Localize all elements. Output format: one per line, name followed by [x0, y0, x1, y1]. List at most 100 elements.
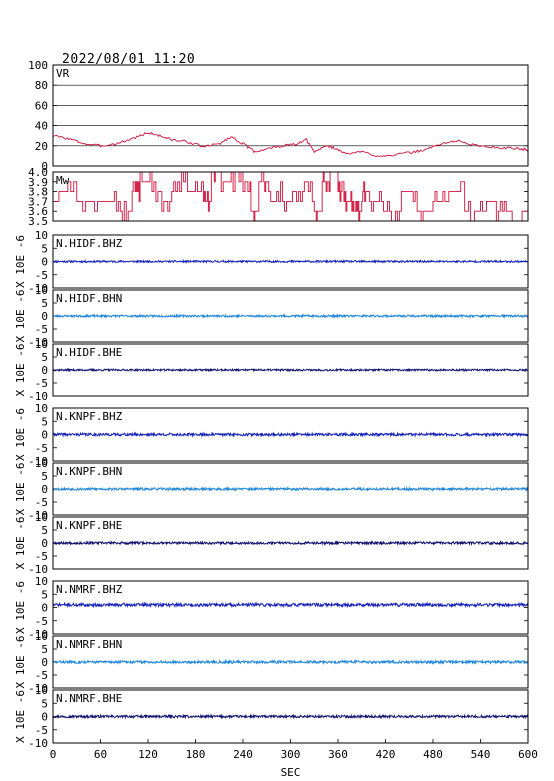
y-tick-label: -10: [28, 682, 48, 695]
panel-label: Mw: [56, 174, 70, 187]
panel-vr: 100 80 60 40 20 0 VR: [28, 59, 529, 173]
y-tick-label: 10: [35, 284, 48, 297]
y-tick-label: -10: [28, 628, 48, 641]
y-tick-label: 0: [41, 656, 48, 669]
x-axis: 0 60 120 180 240 300 360 420 480 540 600 SEC: [50, 739, 538, 779]
y-tick-label: 0: [41, 602, 48, 615]
panel-frame: [52, 171, 529, 222]
y-tick-label: 5: [41, 297, 48, 310]
y-tick-label: 0: [41, 483, 48, 496]
y-axis-label: X 10E -6: [14, 463, 27, 516]
panel-label: N.HIDF.BHN: [56, 292, 122, 305]
panel-label: N.NMRF.BHN: [56, 638, 122, 651]
y-tick-label: 10: [35, 684, 48, 697]
y-tick-label: 3.8: [28, 186, 48, 199]
y-tick-label: -5: [35, 269, 48, 282]
y-axis-label: X 10E -6: [14, 290, 27, 343]
y-tick-label: 40: [35, 120, 48, 133]
y-tick-label: 20: [35, 140, 48, 153]
y-tick-label: -10: [28, 737, 48, 750]
y-tick-label: -10: [28, 509, 48, 522]
y-axis-label: X 10E -6: [14, 408, 27, 461]
y-tick-label: 3.5: [28, 215, 48, 228]
y-tick-label: 0: [41, 711, 48, 724]
y-tick-label: 5: [41, 415, 48, 428]
y-tick-label: 10: [35, 402, 48, 415]
y-tick-label: 0: [41, 310, 48, 323]
panel-frame: [52, 289, 529, 343]
x-tick-label: 300: [281, 748, 301, 761]
x-axis-label: SEC: [281, 766, 301, 779]
y-tick-label: 5: [41, 470, 48, 483]
panel-frame: [52, 516, 529, 570]
y-tick-label: 10: [35, 229, 48, 242]
y-tick-label: 5: [41, 697, 48, 710]
y-tick-label: -10: [28, 563, 48, 576]
panel-mw: 4.03.93.83.73.63.5 Mw: [28, 166, 529, 228]
series-line-n-hidf-bhz: [52, 258, 529, 264]
y-tick-label: 0: [41, 537, 48, 550]
series-line-n-hidf-bhe: [52, 367, 529, 373]
y-tick-label: 10: [35, 457, 48, 470]
x-tick-label: 360: [328, 748, 348, 761]
y-tick-label: 60: [35, 99, 48, 112]
series-line-n-nmrf-bhe: [52, 713, 529, 720]
panel-label: N.KNPF.BHE: [56, 519, 122, 532]
y-tick-label: 0: [41, 160, 48, 173]
x-tick-label: 240: [233, 748, 253, 761]
panel-label: N.NMRF.BHZ: [56, 583, 123, 596]
y-tick-label: 80: [35, 79, 48, 92]
series-line-n-hidf-bhn: [52, 313, 529, 319]
x-tick-label: 600: [518, 748, 538, 761]
panel-label: N.KNPF.BHN: [56, 465, 122, 478]
series-line-mw: [53, 171, 528, 222]
y-axis-label: X 10E -6: [14, 517, 27, 570]
y-tick-label: -5: [35, 442, 48, 455]
y-tick-label: -10: [28, 455, 48, 468]
y-tick-label: -5: [35, 615, 48, 628]
x-tick-label: 480: [423, 748, 443, 761]
y-tick-label: 5: [41, 643, 48, 656]
y-tick-label: 5: [41, 524, 48, 537]
y-tick-label: 5: [41, 242, 48, 255]
y-tick-label: 10: [35, 511, 48, 524]
y-tick-label: -5: [35, 323, 48, 336]
panel-label: N.KNPF.BHZ: [56, 410, 123, 423]
x-tick-label: 120: [138, 748, 158, 761]
series-line-n-knpf-bhn: [52, 485, 529, 492]
panel-label: N.NMRF.BHE: [56, 692, 122, 705]
panel-frame: [52, 462, 529, 516]
panel-frame: [52, 580, 529, 635]
x-tick-label: 540: [471, 748, 491, 761]
y-tick-label: -5: [35, 550, 48, 563]
panel-label: N.HIDF.BHE: [56, 346, 122, 359]
panels-group: 100806040200VR4.03.93.83.73.63.5Mw1050-5…: [14, 59, 529, 750]
y-tick-label: 0: [41, 429, 48, 442]
y-tick-label: -5: [35, 496, 48, 509]
y-tick-label: -10: [28, 282, 48, 295]
panel-frame: [52, 343, 529, 397]
x-tick-label: 0: [50, 748, 57, 761]
y-tick-label: 4.0: [28, 166, 48, 179]
series-line-vr: [52, 131, 529, 157]
y-tick-label: 3.7: [28, 195, 48, 208]
y-tick-label: 3.6: [28, 205, 48, 218]
y-tick-label: 3.9: [28, 176, 48, 189]
y-tick-label: 10: [35, 575, 48, 588]
y-tick-label: 5: [41, 351, 48, 364]
y-tick-label: -5: [35, 377, 48, 390]
y-tick-label: 0: [41, 364, 48, 377]
panel-frame: [52, 234, 529, 289]
y-tick-label: 0: [41, 256, 48, 269]
y-axis-label: X 10E -6: [14, 344, 27, 397]
